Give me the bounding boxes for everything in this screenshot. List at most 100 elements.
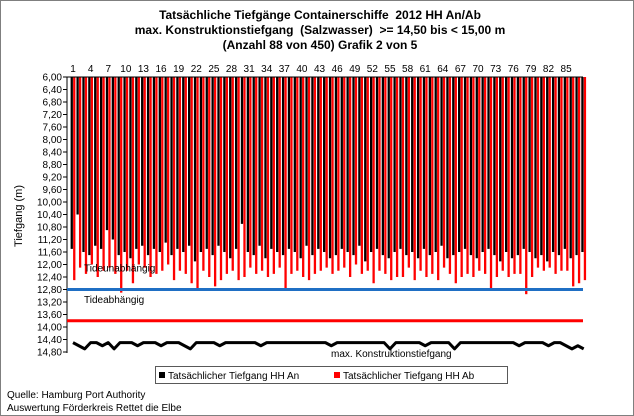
x-tick-label: 70 xyxy=(472,64,484,75)
bar-an-79 xyxy=(528,77,531,252)
bar-ab-21 xyxy=(190,77,193,284)
chart-title-line-3: (Anzahl 88 von 450) Grafik 2 von 5 xyxy=(223,38,418,52)
y-tick-label: 7,20 xyxy=(43,110,63,121)
bar-an-13 xyxy=(141,77,144,246)
bar-ab-70 xyxy=(478,77,481,271)
y-tick-label: 14,00 xyxy=(37,323,62,334)
y-tick-label: 12,80 xyxy=(37,285,62,296)
x-tick-label: 37 xyxy=(279,64,291,75)
bar-an-62 xyxy=(428,77,431,256)
bar-ab-56 xyxy=(395,77,399,277)
bar-ab-25 xyxy=(213,77,217,287)
bar-an-72 xyxy=(487,77,490,249)
bar-ab-73 xyxy=(495,77,499,277)
bar-an-26 xyxy=(217,77,220,246)
bar-an-65 xyxy=(446,77,449,259)
bar-an-21 xyxy=(188,77,191,246)
bar-ab-82 xyxy=(548,77,551,268)
bar-ab-42 xyxy=(313,77,317,274)
bar-ab-13 xyxy=(143,77,146,268)
x-tick-label: 16 xyxy=(155,64,167,75)
reference-line-label-tide-dependent: Tideabhängig xyxy=(84,295,144,306)
y-tick-label: 14,40 xyxy=(37,335,62,346)
bar-ab-54 xyxy=(384,77,387,274)
bar-ab-15 xyxy=(155,77,158,274)
bar-an-56 xyxy=(393,77,396,252)
y-tick-label: 6,00 xyxy=(43,73,63,84)
bar-ab-20 xyxy=(184,77,187,274)
x-tick-label: 28 xyxy=(226,64,238,75)
bar-an-86 xyxy=(569,77,572,259)
bar-an-19 xyxy=(176,77,179,249)
reference-line-label-tide-independent: Tideunabhängig xyxy=(84,264,155,275)
bar-ab-77 xyxy=(519,77,522,274)
bar-an-48 xyxy=(346,77,349,252)
y-tick-label: 10,40 xyxy=(37,210,62,221)
bar-ab-50 xyxy=(360,77,364,274)
x-tick-label: 19 xyxy=(173,64,185,75)
bar-an-4 xyxy=(88,77,91,256)
bar-ab-64 xyxy=(442,77,446,268)
bar-ab-8 xyxy=(114,77,117,274)
x-tick-label: 13 xyxy=(138,64,150,75)
y-tick-label: 13,20 xyxy=(37,298,62,309)
legend-box xyxy=(155,366,508,384)
bar-ab-79 xyxy=(530,77,534,277)
x-tick-label: 31 xyxy=(244,64,256,75)
bar-an-1 xyxy=(70,77,73,249)
x-tick-label: 79 xyxy=(525,64,537,75)
bar-ab-62 xyxy=(431,77,434,274)
bar-ab-86 xyxy=(572,77,575,287)
bar-an-36 xyxy=(276,77,279,252)
x-tick-label: 64 xyxy=(437,64,449,75)
bar-an-34 xyxy=(264,77,267,259)
x-tick-label: 25 xyxy=(208,64,220,75)
bar-ab-1 xyxy=(73,77,76,281)
bar-ab-65 xyxy=(448,77,452,274)
legend-marker-an xyxy=(159,372,165,378)
bar-ab-23 xyxy=(202,77,205,271)
bar-ab-28 xyxy=(231,77,234,271)
bar-ab-11 xyxy=(131,77,135,284)
bar-ab-46 xyxy=(337,77,340,271)
x-tick-label: 46 xyxy=(332,64,344,75)
x-tick-label: 7 xyxy=(105,64,111,75)
bar-ab-34 xyxy=(266,77,270,277)
bar-an-27 xyxy=(223,77,226,252)
bar-an-16 xyxy=(158,77,161,252)
bar-ab-58 xyxy=(407,77,410,268)
bar-ab-68 xyxy=(466,77,469,274)
bar-series-group xyxy=(70,77,587,295)
bar-ab-40 xyxy=(302,77,305,277)
y-tick-label: 6,80 xyxy=(43,98,63,109)
bar-an-2 xyxy=(76,77,79,215)
bar-an-88 xyxy=(581,77,584,252)
bar-an-12 xyxy=(135,77,138,249)
bar-an-3 xyxy=(82,77,85,252)
bar-an-45 xyxy=(328,77,332,259)
bar-an-6 xyxy=(99,77,103,249)
footer-source: Quelle: Hamburg Port Authority xyxy=(7,390,145,401)
bar-an-24 xyxy=(205,77,208,249)
bar-ab-63 xyxy=(437,77,440,281)
bar-an-49 xyxy=(352,77,355,256)
y-axis-title: Tiefgang (m) xyxy=(13,185,25,247)
bar-an-63 xyxy=(434,77,437,252)
bar-ab-27 xyxy=(225,77,229,274)
bar-an-66 xyxy=(452,77,455,256)
bar-an-87 xyxy=(575,77,578,256)
x-tick-label: 1 xyxy=(70,64,76,75)
bar-ab-5 xyxy=(96,77,99,277)
y-tick-label: 8,40 xyxy=(43,148,63,159)
x-tick-label: 10 xyxy=(120,64,132,75)
x-tick-label: 34 xyxy=(261,64,273,75)
bar-ab-26 xyxy=(219,77,223,281)
bar-an-54 xyxy=(381,77,385,256)
bar-ab-39 xyxy=(296,77,299,271)
bar-ab-83 xyxy=(554,77,557,274)
bar-an-14 xyxy=(146,77,150,256)
bar-ab-7 xyxy=(108,77,111,268)
bar-ab-57 xyxy=(401,77,405,277)
bar-an-8 xyxy=(111,77,114,240)
bar-an-75 xyxy=(504,77,508,252)
